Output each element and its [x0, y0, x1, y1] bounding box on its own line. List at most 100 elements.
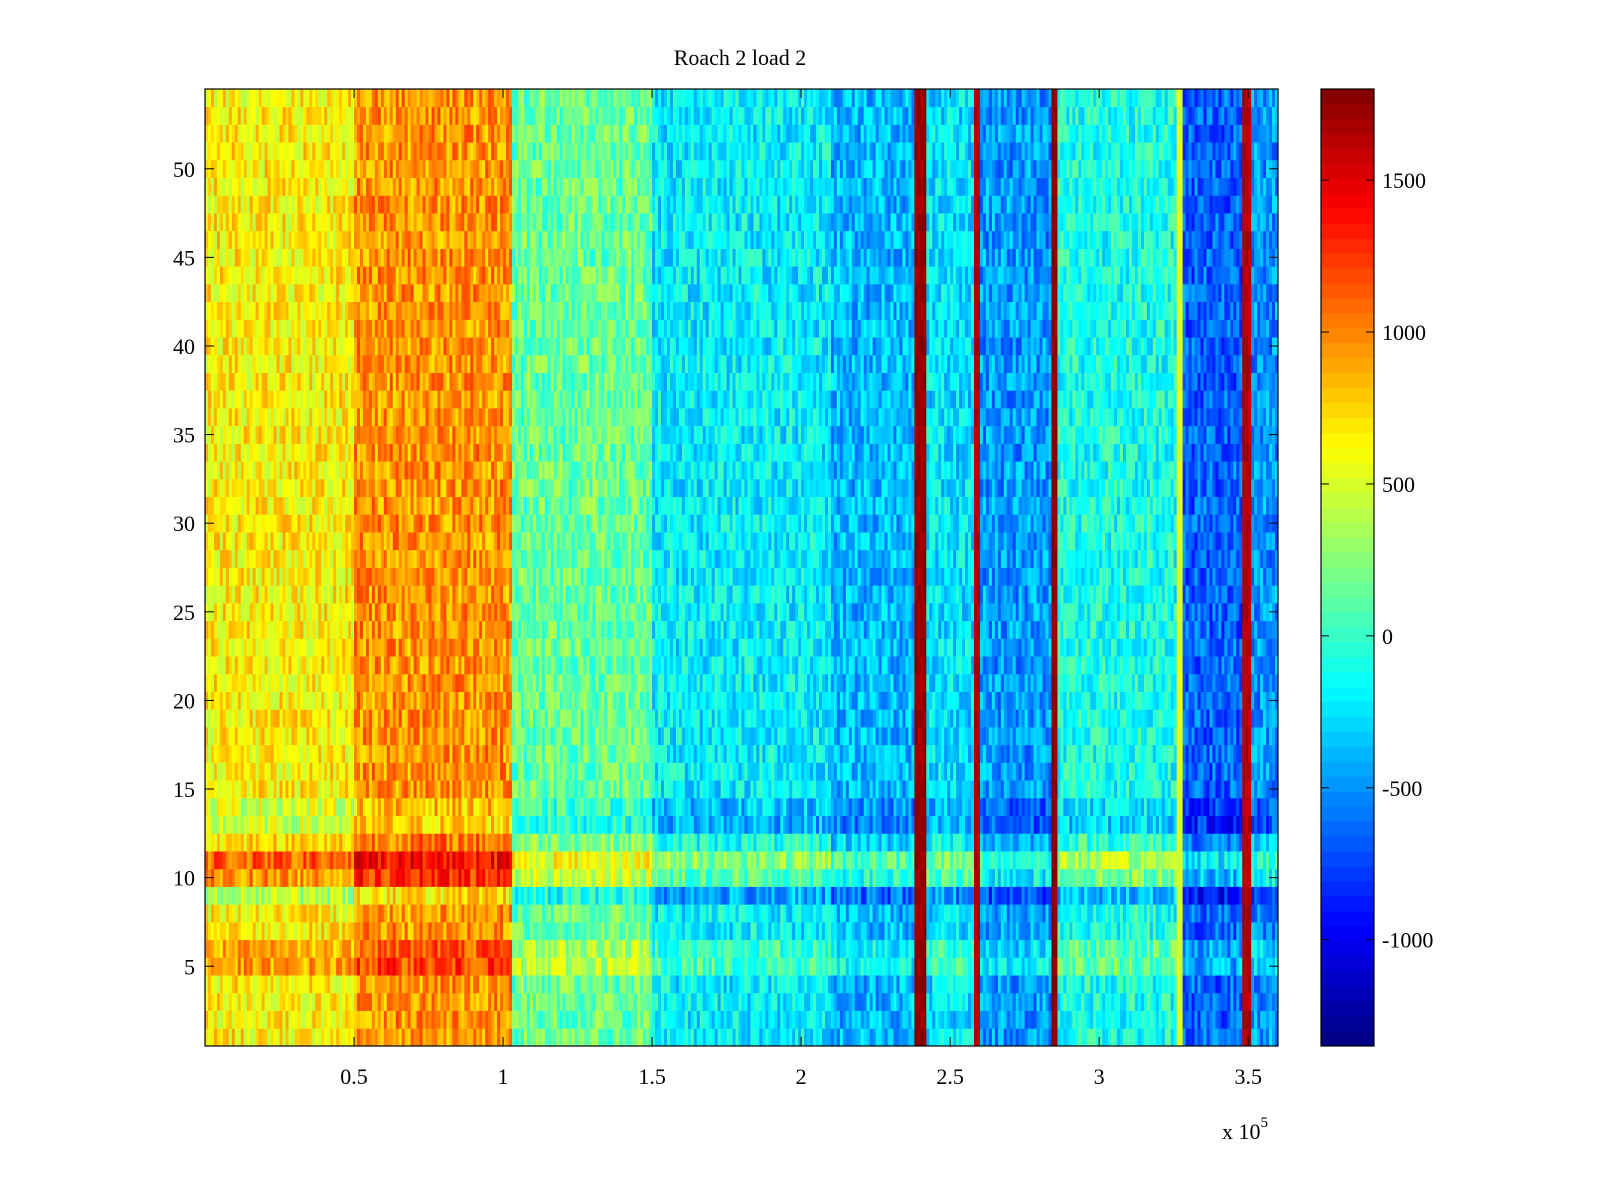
heatmap-cell	[598, 921, 602, 941]
heatmap-cell	[935, 957, 939, 976]
heatmap-cell	[982, 939, 987, 958]
heatmap-cell	[413, 1010, 418, 1029]
heatmap-cell	[345, 992, 349, 1011]
heatmap-cell	[604, 797, 608, 817]
heatmap-cell	[568, 921, 573, 941]
heatmap-cell	[818, 1028, 823, 1047]
heatmap-cell	[1123, 921, 1127, 941]
heatmap-cell	[389, 1028, 394, 1047]
heatmap-cell	[655, 921, 659, 941]
heatmap-cell	[357, 975, 361, 994]
heatmap-cell	[1102, 1028, 1106, 1047]
heatmap-cell	[929, 851, 933, 870]
heatmap-cell	[640, 1028, 644, 1047]
heatmap-cell	[288, 1010, 292, 1029]
heatmap-cell	[1239, 815, 1243, 834]
heatmap-cell	[753, 939, 757, 958]
heatmap-cell	[747, 815, 751, 834]
heatmap-cell	[574, 797, 578, 817]
heatmap-cell	[512, 833, 516, 852]
heatmap-cell	[473, 868, 477, 887]
heatmap-cell	[985, 992, 990, 1011]
heatmap-cell	[929, 904, 933, 923]
heatmap-cell	[637, 797, 641, 817]
heatmap-cell	[1057, 851, 1061, 870]
heatmap-cell	[440, 921, 444, 941]
heatmap-cell	[1027, 921, 1032, 941]
heatmap-cell	[1090, 886, 1094, 905]
heatmap-cell	[956, 1010, 960, 1029]
heatmap-cell	[771, 886, 775, 905]
heatmap-cell	[944, 851, 948, 870]
heatmap-cell	[661, 921, 665, 941]
heatmap-cell	[1036, 868, 1040, 887]
heatmap-cell	[571, 1010, 575, 1029]
heatmap-cell	[1194, 992, 1198, 1011]
heatmap-cell	[1099, 1028, 1103, 1047]
heatmap-cell	[1096, 886, 1100, 905]
heatmap-cell	[371, 904, 376, 923]
heatmap-cell	[547, 868, 552, 887]
heatmap-cell	[404, 904, 409, 923]
heatmap-cell	[556, 957, 561, 976]
heatmap-cell	[467, 957, 471, 976]
heatmap-cell	[592, 992, 596, 1011]
heatmap-cell	[1045, 815, 1049, 834]
heatmap-cell	[711, 975, 716, 994]
heatmap-cell	[264, 921, 268, 941]
heatmap-cell	[440, 868, 444, 887]
heatmap-cell	[1111, 1028, 1115, 1047]
heatmap-cell	[321, 1028, 325, 1047]
heatmap-cell	[1173, 904, 1178, 923]
heatmap-cell	[297, 939, 301, 958]
heatmap-cell	[443, 957, 447, 976]
heatmap-cell	[258, 957, 263, 976]
heatmap-cell	[875, 797, 880, 817]
heatmap-cell	[798, 939, 802, 958]
heatmap-cell	[1203, 992, 1207, 1011]
heatmap-cell	[556, 992, 561, 1011]
heatmap-cell	[631, 797, 635, 817]
heatmap-cell	[944, 833, 948, 852]
heatmap-cell	[917, 992, 921, 1011]
heatmap-cell	[646, 815, 650, 834]
heatmap-cell	[705, 815, 710, 834]
heatmap-cell	[333, 797, 337, 817]
heatmap-cell	[216, 939, 221, 958]
heatmap-cell	[291, 921, 295, 941]
heatmap-cell	[664, 797, 668, 817]
heatmap-cell	[389, 921, 394, 941]
heatmap-cell	[374, 921, 379, 941]
heatmap-cell	[1120, 904, 1124, 923]
heatmap-cell	[348, 797, 352, 817]
heatmap-cell	[842, 851, 847, 870]
heatmap-cell	[583, 921, 587, 941]
heatmap-cell	[935, 1010, 939, 1029]
heatmap-cell	[598, 797, 602, 817]
heatmap-cell	[813, 1010, 817, 1029]
heatmap-cell	[911, 868, 915, 887]
heatmap-cell	[1120, 921, 1124, 941]
heatmap-cell	[509, 868, 513, 887]
heatmap-cell	[580, 992, 584, 1011]
heatmap-cell	[1120, 886, 1124, 905]
heatmap-cell	[604, 815, 608, 834]
heatmap-cell	[333, 833, 337, 852]
heatmap-cell	[312, 1010, 316, 1029]
heatmap-cell	[1188, 957, 1192, 976]
heatmap-cell	[848, 904, 853, 923]
heatmap-cell	[544, 815, 549, 834]
heatmap-cell	[324, 833, 328, 852]
heatmap-cell	[1200, 904, 1204, 923]
heatmap-cell	[1146, 815, 1151, 834]
heatmap-cell	[240, 1010, 245, 1029]
heatmap-cell	[687, 957, 692, 976]
heatmap-cell	[1039, 1028, 1043, 1047]
heatmap-cell	[371, 851, 376, 870]
heatmap-cell	[887, 904, 891, 923]
heatmap-cell	[971, 992, 975, 1011]
heatmap-cell	[971, 815, 975, 834]
heatmap-cell	[729, 886, 733, 905]
heatmap-cell	[449, 1010, 453, 1029]
heatmap-cell	[452, 851, 456, 870]
